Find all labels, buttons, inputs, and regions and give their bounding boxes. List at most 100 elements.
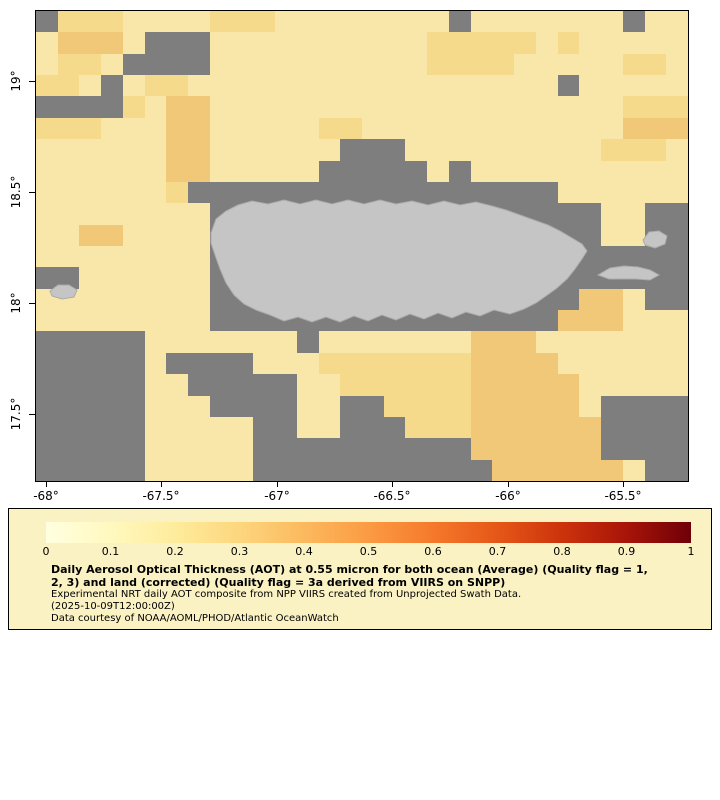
aot-cell [144,245,167,268]
aot-cell [470,139,493,161]
aot-cell [101,11,123,33]
aot-cell [622,288,645,311]
aot-cell [579,139,602,161]
aot-cell [579,395,602,417]
aot-cell [36,160,58,182]
aot-cell [362,53,384,76]
aot-cell [101,32,123,54]
aot-cell [362,75,384,97]
nodata-cell [231,395,254,417]
nodata-cell [318,181,341,204]
aot-cell [492,139,515,161]
aot-cell [448,32,471,54]
nodata-cell [79,352,102,375]
aot-cell [209,75,232,97]
aot-cell [275,352,297,375]
aot-cell [231,438,254,460]
aot-cell [557,438,580,460]
nodata-cell [579,267,602,289]
nodata-cell [166,32,189,54]
aot-cell [57,53,80,76]
aot-cell [622,117,645,140]
aot-cell [666,75,688,97]
aot-cell [448,416,471,439]
aot-cell [427,117,449,140]
nodata-cell [231,310,254,332]
aot-cell [557,117,580,140]
aot-cell [362,11,384,33]
aot-cell [535,96,558,118]
aot-cell [79,53,102,76]
aot-cell [318,32,341,54]
aot-cell [470,160,493,182]
nodata-cell [253,181,276,204]
nodata-cell [166,53,189,76]
aot-cell [209,416,232,439]
aot-cell [470,438,493,460]
nodata-cell [122,53,145,76]
aot-cell [535,438,558,460]
aot-cell [448,96,471,118]
aot-cell [144,96,167,118]
nodata-cell [79,438,102,460]
aot-cell [166,459,189,481]
nodata-cell [209,352,232,375]
aot-cell [144,203,167,225]
nodata-cell [296,459,319,481]
aot-cell [492,75,515,97]
aot-cell [318,331,341,353]
aot-cell [622,203,645,225]
aot-cell [79,75,102,97]
nodata-cell [362,181,384,204]
aot-cell [79,224,102,246]
aot-cell [622,75,645,97]
aot-cell [166,310,189,332]
nodata-cell [122,395,145,417]
aot-cell [122,267,145,289]
aot-cell [535,416,558,439]
nodata-cell [405,181,428,204]
aot-cell [470,96,493,118]
aot-cell [79,160,102,182]
nodata-cell [209,374,232,396]
aot-cell [557,96,580,118]
nodata-cell [383,438,406,460]
aot-cell [579,288,602,311]
aot-cell [383,53,406,76]
aot-cell [79,32,102,54]
aot-cell [253,32,276,54]
aot-cell [253,96,276,118]
aot-cell [209,117,232,140]
aot-cell [405,96,428,118]
aot-cell [209,32,232,54]
nodata-cell [666,245,688,268]
nodata-cell [188,374,210,396]
x-axis-tick-label: -65.5° [604,489,642,503]
aot-cell [514,331,536,353]
aot-cell [296,96,319,118]
nodata-cell [57,352,80,375]
aot-cell [144,310,167,332]
aot-cell [601,224,623,246]
aot-cell [492,53,515,76]
aot-cell [448,75,471,97]
aot-cell [79,245,102,268]
nodata-cell [36,352,58,375]
aot-cell [144,11,167,33]
aot-cell [579,53,602,76]
legend-panel: 0 0.1 0.2 0.3 0.4 0.5 0.6 0.7 0.8 0.9 1 Daily Aero… [8,508,712,630]
aot-cell [492,374,515,396]
nodata-cell [101,75,123,97]
aot-cell [296,160,319,182]
nodata-cell [601,395,623,417]
aot-cell [383,32,406,54]
colorbar-labels: 0 0.1 0.2 0.3 0.4 0.5 0.6 0.7 0.8 0.9 1 [43,545,695,559]
x-axis-tick-label: -67.5° [142,489,180,503]
nodata-cell [101,395,123,417]
aot-cell [144,352,167,375]
aot-cell [231,96,254,118]
aot-cell [57,245,80,268]
aot-cell [296,117,319,140]
nodata-cell [36,267,58,289]
nodata-cell [427,438,449,460]
